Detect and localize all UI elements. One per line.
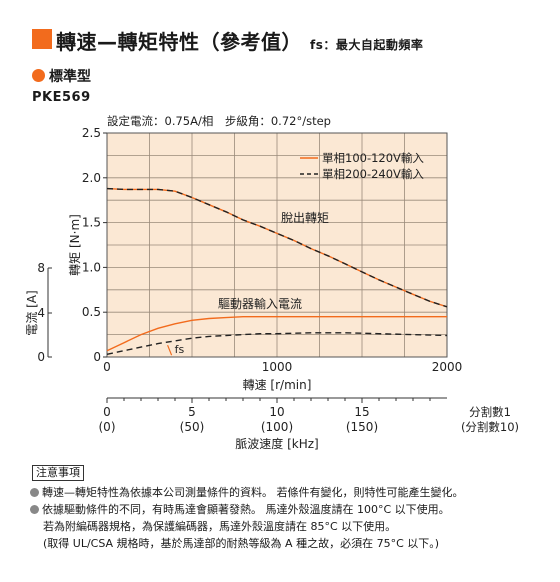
khz-tick-label: 5 (188, 405, 196, 419)
subtitle: 標準型 (32, 66, 91, 86)
notes-title: 注意事項 (32, 465, 84, 481)
driver-current-label: 驅動器輸入電流 (218, 296, 302, 311)
note-text: 依據驅動條件的不同，有時馬達會顯著發熱。 馬達外殼溫度請在 100°C 以下使用… (42, 503, 450, 516)
subtitle-text: 標準型 (49, 69, 91, 85)
legend-label: 單相100-120V輸入 (322, 151, 424, 165)
khz-tick-label: 0 (103, 405, 111, 419)
model-name: PKE569 (32, 90, 91, 105)
fs-marker (167, 344, 173, 356)
khz-tick-label-paren: (50) (180, 420, 205, 434)
legend-label: 單相200-240V輸入 (322, 167, 424, 181)
bullet-icon (30, 488, 39, 497)
y-tick-label: 0 (93, 350, 101, 364)
note-text: 轉速—轉矩特性為依據本公司測量條件的資料。 若條件有變化，則特性可能產生變化。 (42, 486, 464, 499)
khz-tick-label-paren: (0) (99, 420, 116, 434)
khz-tick-label: 15 (354, 405, 369, 419)
khz-axis-title: 脈波速度 [kHz] (235, 436, 318, 451)
y-tick-label: 2.5 (82, 126, 101, 140)
torque-chart: 設定電流：0.75A/相 步級角：0.72°/step 0 0.5 1.0 1.5 2.0… (25, 114, 519, 451)
y-tick-label: 2.0 (82, 171, 101, 185)
y-tick-label: 0.5 (82, 305, 101, 319)
bullet-icon (30, 505, 39, 514)
note-line: 若為附編碼器規格，為保護編碼器，馬達外殼溫度請在 85°C 以下使用。 (43, 520, 397, 533)
khz-tick-label-paren: (100) (261, 420, 293, 434)
x-tick-label: 2000 (432, 360, 463, 374)
note-line: 轉速—轉矩特性為依據本公司測量條件的資料。 若條件有變化，則特性可能產生變化。 (30, 486, 464, 500)
current-tick-label: 0 (37, 350, 45, 364)
khz-tick-label-paren: (150) (346, 420, 378, 434)
division-label: 分割數1 (469, 405, 511, 419)
title-square-icon (32, 29, 52, 49)
y-axis-title-current: 電流 [A] (25, 290, 39, 335)
y-axis-title-torque: 轉矩 [N·m] (68, 214, 82, 276)
y-tick-label: 1.0 (82, 260, 101, 274)
note-line: 依據驅動條件的不同，有時馬達會顯著發熱。 馬達外殼溫度請在 100°C 以下使用… (30, 503, 450, 517)
page-title: 轉速—轉矩特性（參考值） fs：最大自起動頻率 (32, 26, 423, 55)
bullet-dot-icon (32, 69, 45, 82)
division-label-paren: (分割數10) (461, 420, 519, 434)
y-tick-label: 1.5 (82, 216, 101, 230)
current-series-line (106, 316, 447, 352)
note-line: (取得 UL/CSA 規格時，基於馬達部的耐熱等級為 A 種之故，必須在 75°… (43, 537, 440, 550)
pullout-torque-label: 脫出轉矩 (281, 210, 329, 225)
current-tick-label: 8 (37, 261, 45, 275)
chart-info: 設定電流：0.75A/相 步級角：0.72°/step (107, 114, 331, 128)
title-suffix: fs：最大自起動頻率 (310, 38, 424, 52)
plot-frame (106, 132, 448, 358)
title-text: 轉速—轉矩特性（參考值） (56, 30, 302, 54)
current-tick-label: 4 (37, 306, 45, 320)
current-series-line (106, 332, 448, 355)
x-axis-title: 轉速 [r/min] (243, 378, 312, 392)
x-tick-label: 0 (103, 360, 111, 374)
torque-series-line (106, 187, 448, 308)
fs-label: fs (175, 343, 185, 356)
x-tick-label: 1000 (262, 360, 293, 374)
khz-tick-label: 10 (269, 405, 284, 419)
